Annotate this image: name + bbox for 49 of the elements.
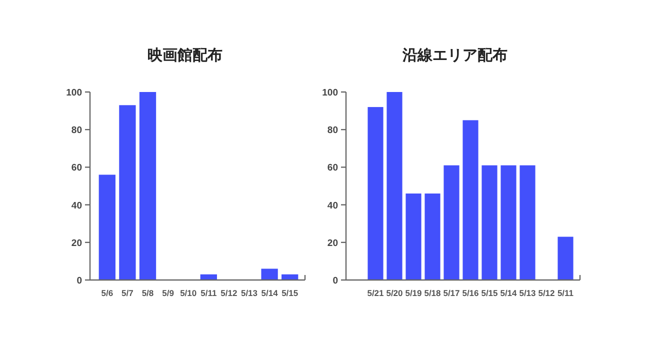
y-tick-label: 40 <box>327 200 338 212</box>
x-tick-label: 5/13 <box>519 288 536 298</box>
y-tick-label: 60 <box>71 162 82 174</box>
y-tick-label: 40 <box>71 200 82 212</box>
bar <box>558 236 574 280</box>
x-tick-label: 5/15 <box>282 288 298 298</box>
y-tick-label: 0 <box>332 276 338 286</box>
x-tick-label: 5/12 <box>220 288 238 298</box>
x-tick-label: 5/10 <box>180 288 197 298</box>
x-tick-label: 5/14 <box>261 288 278 298</box>
y-tick-label: 80 <box>327 125 338 136</box>
bar <box>406 194 422 280</box>
bar <box>520 165 536 280</box>
bar <box>368 107 384 280</box>
bar <box>139 92 156 280</box>
bar <box>482 165 498 280</box>
bar <box>261 268 278 280</box>
x-tick-label: 5/12 <box>538 288 556 298</box>
x-tick-label: 5/21 <box>367 288 384 298</box>
x-tick-label: 5/14 <box>500 288 518 298</box>
bar <box>424 194 440 280</box>
x-tick-label: 5/11 <box>557 288 574 298</box>
y-tick-label: 100 <box>66 88 82 98</box>
y-tick-label: 0 <box>76 276 82 286</box>
x-tick-label: 5/9 <box>162 288 174 298</box>
chart-title: 沿線エリア配布 <box>402 47 508 64</box>
x-tick-label: 5/15 <box>481 288 498 298</box>
chart-title: 映画館配布 <box>148 47 222 64</box>
y-tick-label: 100 <box>322 88 338 98</box>
x-tick-label: 5/19 <box>405 288 422 298</box>
x-tick-label: 5/7 <box>122 288 134 298</box>
y-tick-label: 20 <box>71 238 82 249</box>
bar <box>444 165 460 280</box>
x-tick-label: 5/16 <box>462 288 480 298</box>
bar <box>119 105 136 280</box>
x-tick-label: 5/11 <box>200 288 217 298</box>
y-tick-label: 60 <box>327 162 338 174</box>
bar <box>98 174 116 280</box>
x-tick-label: 5/17 <box>443 288 460 298</box>
x-tick-label: 5/20 <box>386 288 404 298</box>
bar <box>500 165 516 280</box>
x-tick-label: 5/18 <box>424 288 442 298</box>
x-tick-label: 5/8 <box>142 288 154 298</box>
y-tick-label: 20 <box>327 238 338 249</box>
bar <box>462 120 478 280</box>
bar <box>386 92 402 280</box>
x-tick-label: 5/13 <box>240 288 258 298</box>
x-tick-label: 5/6 <box>101 288 114 298</box>
y-tick-label: 80 <box>71 125 82 136</box>
